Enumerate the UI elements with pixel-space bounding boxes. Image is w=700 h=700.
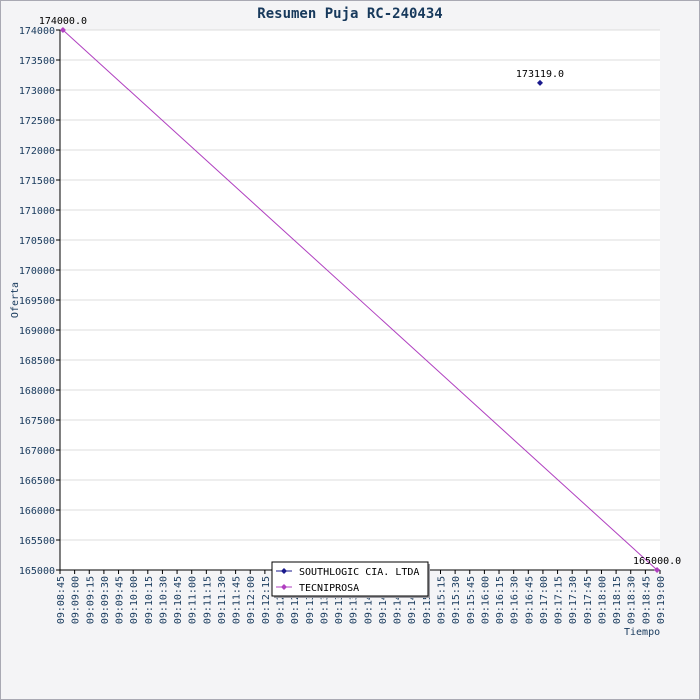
x-axis-ticks: 09:08:45 09:09:00 09:09:15 09:09:30 09:09:45… [56, 570, 667, 624]
x-tick-label: 09:16:00 [480, 576, 491, 624]
chart-title: Resumen Puja RC-240434 [257, 6, 442, 22]
x-tick-label: 09:09:00 [71, 576, 82, 624]
y-tick-label: 173500 [19, 56, 55, 67]
data-label: 165000.0 [633, 556, 681, 567]
x-tick-label: 09:14:15 [378, 576, 389, 624]
x-tick-label: 09:12:15 [261, 576, 272, 624]
x-tick-label: 09:17:15 [554, 576, 565, 624]
series-line [62, 29, 658, 571]
x-tick-label: 09:18:00 [597, 576, 608, 624]
x-tick-label: 09:11:15 [202, 576, 213, 624]
x-tick-label: 09:17:00 [539, 576, 550, 624]
x-tick-label: 09:11:30 [217, 576, 228, 624]
x-tick-label: 09:09:30 [100, 576, 111, 624]
legend-marker [281, 584, 287, 590]
x-tick-label: 09:18:15 [612, 576, 623, 624]
legend-marker [281, 568, 287, 574]
y-tick-label: 171500 [19, 176, 55, 187]
data-label: 173119.0 [516, 69, 564, 80]
x-tick-label: 09:13:00 [305, 576, 316, 624]
legend-box [271, 561, 429, 597]
x-tick-label: 09:14:45 [407, 576, 418, 624]
x-tick-label: 09:17:30 [568, 576, 579, 624]
data-point [537, 79, 543, 86]
data-point [654, 567, 661, 573]
y-tick-label: 170500 [19, 236, 55, 247]
y-tick-label: 167000 [19, 446, 55, 457]
legend-label: TECNIPROSA [299, 583, 359, 594]
y-tick-label: 168500 [19, 356, 55, 367]
x-tick-label: 09:10:00 [129, 576, 140, 624]
x-tick-label: 09:10:45 [173, 576, 184, 624]
legend-label: SOUTHLOGIC CIA. LTDA [299, 567, 419, 578]
y-tick-label: 172500 [19, 116, 55, 127]
x-tick-label: 09:16:30 [510, 576, 521, 624]
y-tick-label: 166500 [19, 476, 55, 487]
y-tick-label: 170000 [19, 266, 55, 277]
x-tick-label: 09:12:00 [246, 576, 257, 624]
x-tick-label: 09:19:00 [656, 576, 667, 624]
x-tick-label: 09:10:15 [144, 576, 155, 624]
x-tick-label: 09:13:30 [334, 576, 345, 624]
y-tick-label: 165000 [19, 566, 55, 577]
y-tick-label: 169000 [19, 326, 55, 337]
y-tick-label: 169500 [19, 296, 55, 307]
x-tick-label: 09:15:15 [436, 576, 447, 624]
y-tick-label: 165500 [19, 536, 55, 547]
x-tick-label: 09:12:45 [290, 576, 301, 624]
y-tick-label: 168000 [19, 386, 55, 397]
x-tick-label: 09:14:00 [363, 576, 374, 624]
x-axis-label: Tiempo [624, 627, 660, 638]
y-tick-label: 166000 [19, 506, 55, 517]
x-tick-label: 09:09:15 [85, 576, 96, 624]
x-tick-label: 09:11:45 [232, 576, 243, 624]
y-tick-label: 172000 [19, 146, 55, 157]
y-axis-label: Oferta [10, 282, 21, 318]
y-tick-label: 173000 [19, 86, 55, 97]
data-label: 174000.0 [39, 16, 87, 27]
y-tick-label: 174000 [19, 26, 55, 37]
x-tick-label: 09:18:45 [641, 576, 652, 624]
x-tick-label: 09:16:15 [495, 576, 506, 624]
x-tick-label: 09:09:45 [115, 576, 126, 624]
legend: SOUTHLOGIC CIA. LTDA TECNIPROSA [271, 561, 430, 598]
x-tick-label: 09:15:00 [422, 576, 433, 624]
x-tick-label: 09:11:00 [188, 576, 199, 624]
x-tick-label: 09:17:45 [583, 576, 594, 624]
x-tick-label: 09:18:30 [627, 576, 638, 624]
x-tick-label: 09:10:30 [158, 576, 169, 624]
x-tick-label: 09:14:30 [393, 576, 404, 624]
x-tick-label: 09:13:45 [349, 576, 360, 624]
y-tick-label: 167500 [19, 416, 55, 427]
x-tick-label: 09:15:45 [466, 576, 477, 624]
x-tick-label: 09:15:30 [451, 576, 462, 624]
x-tick-label: 09:16:45 [524, 576, 535, 624]
x-tick-label: 09:12:30 [276, 576, 287, 624]
y-axis-ticks: 165000 165500 166000 166500 167000 167500 1680… [19, 26, 60, 577]
y-tick-label: 171000 [19, 206, 55, 217]
data-point [59, 27, 66, 33]
x-tick-label: 09:08:45 [56, 576, 67, 624]
x-tick-label: 09:13:15 [319, 576, 330, 624]
series-layer: 173119.0 174000.0 165000.0 [39, 16, 681, 573]
